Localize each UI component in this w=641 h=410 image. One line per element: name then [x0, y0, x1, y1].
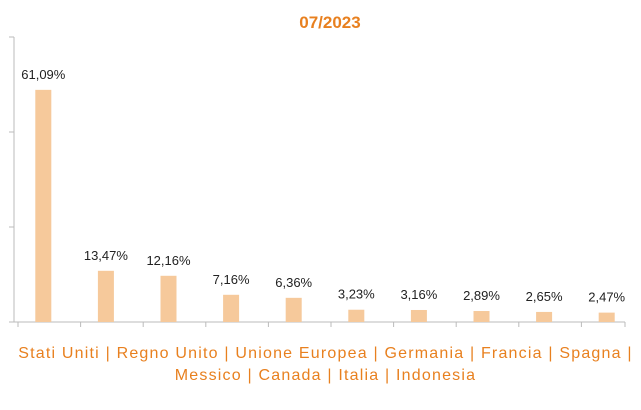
- data-label: 6,36%: [275, 275, 312, 290]
- data-label: 3,16%: [400, 287, 437, 302]
- data-label: 2,47%: [588, 290, 625, 305]
- bar: [35, 89, 52, 322]
- bar: [348, 309, 365, 322]
- data-label: 3,23%: [338, 287, 375, 302]
- bar: [97, 270, 114, 322]
- bar: [598, 312, 615, 322]
- data-label: 2,65%: [526, 289, 563, 304]
- data-label: 61,09%: [21, 67, 66, 82]
- data-label: 7,16%: [213, 272, 250, 287]
- x-axis-label: Stati Uniti | Regno Unito | Unione Europ…: [18, 345, 633, 384]
- bar: [473, 311, 490, 322]
- data-label: 2,89%: [463, 288, 500, 303]
- chart: 07/2023 61,09% 13,47% 12,16% 7,16% 6,36% 3,23…: [9, 13, 626, 327]
- data-label: 13,47%: [84, 248, 129, 263]
- chart-title: 07/2023: [299, 13, 360, 32]
- bar: [410, 309, 427, 322]
- bar: [536, 311, 553, 322]
- bar: [223, 294, 240, 322]
- bar: [160, 275, 177, 322]
- bar: [285, 297, 302, 322]
- data-label: 12,16%: [146, 253, 191, 268]
